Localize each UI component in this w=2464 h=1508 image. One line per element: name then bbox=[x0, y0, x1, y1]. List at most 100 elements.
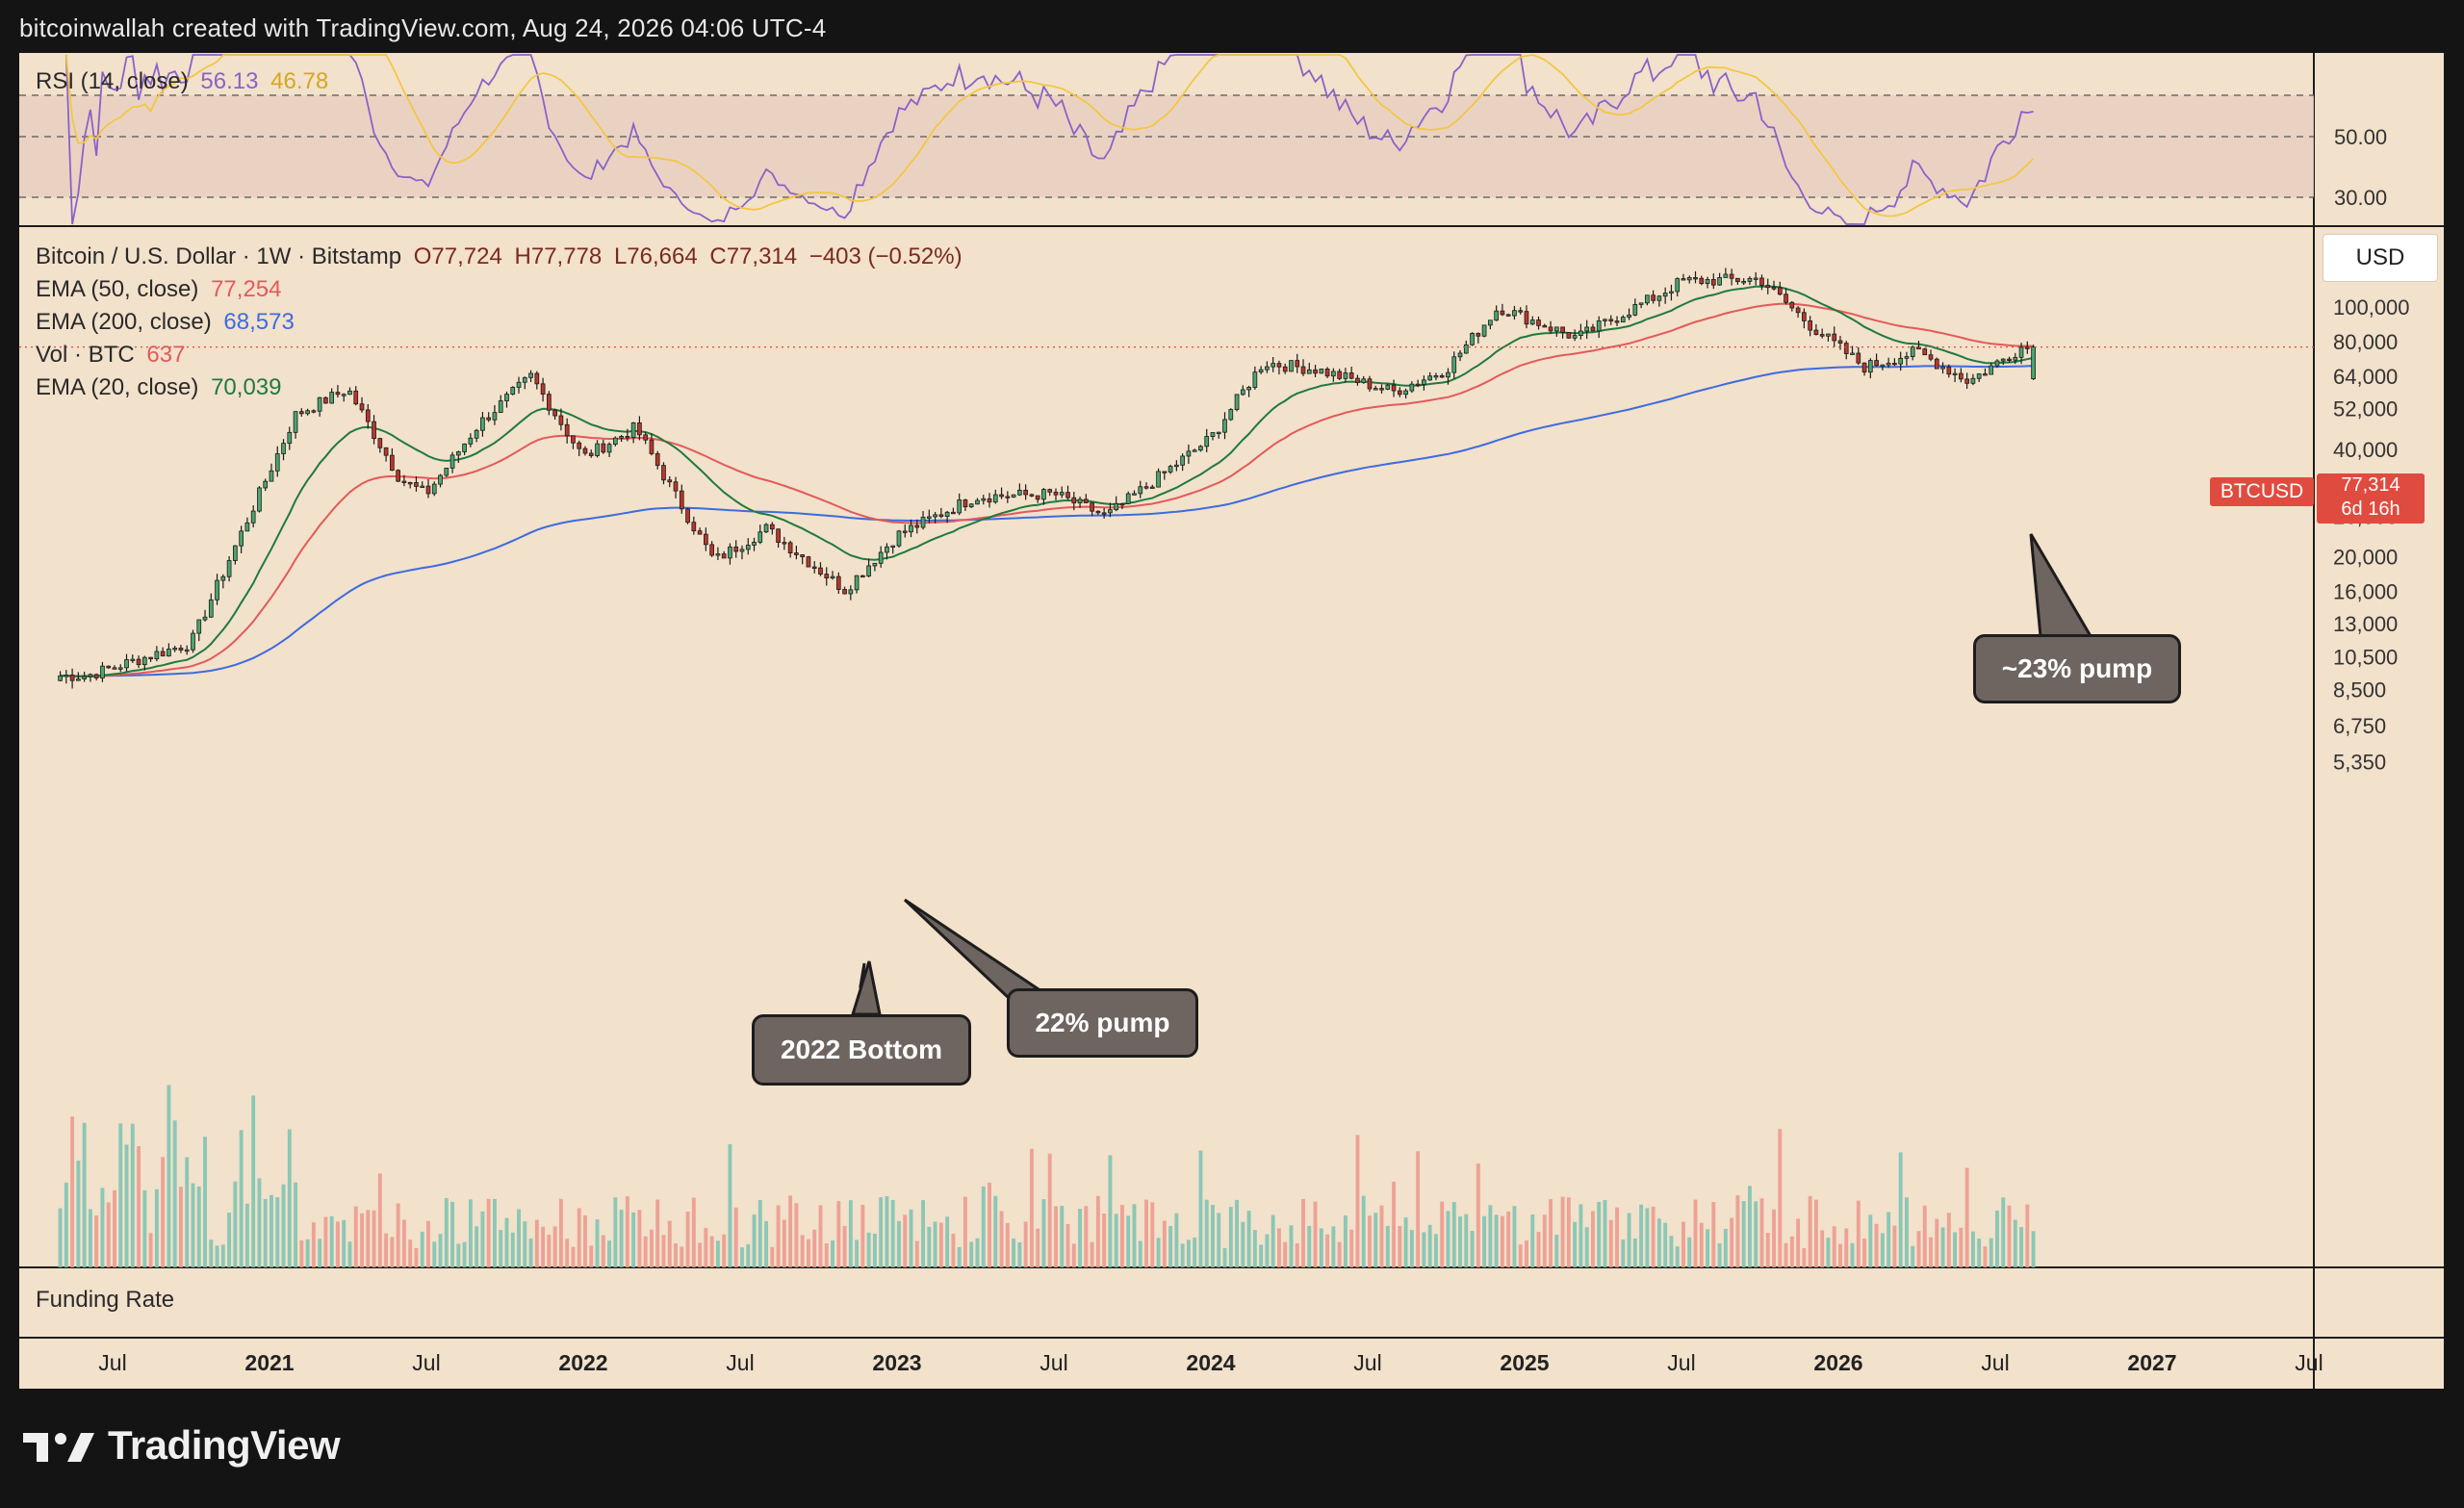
candle-up bbox=[100, 665, 105, 678]
candle-up bbox=[1994, 360, 2000, 367]
volume-bar bbox=[233, 1181, 238, 1267]
volume-bar bbox=[1023, 1221, 1028, 1267]
rsi-ma-line bbox=[64, 54, 2035, 217]
candle-up bbox=[510, 387, 516, 396]
volume-bar bbox=[1723, 1228, 1728, 1267]
candle-up bbox=[88, 674, 93, 677]
tradingview-logo[interactable]: TradingView bbox=[23, 1422, 341, 1469]
volume-bar bbox=[191, 1183, 195, 1267]
candle-up bbox=[431, 483, 437, 495]
volume-bar bbox=[281, 1184, 286, 1267]
candle-up bbox=[866, 565, 871, 577]
volume-bar bbox=[962, 1196, 967, 1267]
candle-up bbox=[58, 675, 63, 681]
candle-down bbox=[1784, 294, 1788, 303]
volume-bar bbox=[347, 1241, 352, 1267]
time-axis-tick: 2026 bbox=[1813, 1350, 1862, 1375]
volume-bar bbox=[1422, 1232, 1426, 1267]
volume-bar bbox=[499, 1230, 503, 1267]
rsi-legend[interactable]: RSI (14, close) 56.13 46.78 bbox=[36, 68, 328, 95]
candle-up bbox=[1632, 303, 1638, 316]
candle-down bbox=[776, 528, 781, 543]
volume-bar bbox=[1645, 1208, 1650, 1267]
volume-bar bbox=[691, 1197, 696, 1267]
candle-up bbox=[1361, 378, 1367, 383]
candle-down bbox=[1524, 311, 1529, 325]
volume-bar bbox=[1379, 1205, 1384, 1267]
candle-up bbox=[992, 494, 998, 503]
candle-up bbox=[1403, 390, 1408, 396]
candle-up bbox=[830, 575, 835, 579]
candle-up bbox=[1433, 375, 1439, 378]
volume-bar bbox=[1217, 1213, 1221, 1267]
volume-bar bbox=[1506, 1211, 1511, 1267]
candle-down bbox=[1005, 496, 1011, 498]
time-axis-tick: Jul bbox=[98, 1350, 126, 1375]
legend-ema50[interactable]: EMA (50, close) 77,254 bbox=[36, 276, 281, 303]
candle-down bbox=[625, 436, 630, 439]
candle-down bbox=[178, 648, 184, 651]
volume-bar bbox=[1929, 1237, 1933, 1267]
candle-down bbox=[377, 438, 383, 448]
candle-up bbox=[909, 524, 913, 533]
candle-up bbox=[1132, 493, 1137, 496]
candle-down bbox=[1047, 489, 1053, 493]
volume-bar bbox=[1180, 1243, 1185, 1267]
legend-ema20[interactable]: EMA (20, close) 70,039 bbox=[36, 374, 281, 401]
candle-up bbox=[1620, 317, 1626, 322]
volume-bar bbox=[480, 1211, 485, 1267]
candle-up bbox=[480, 417, 485, 431]
price-axis-tick: 40,000 bbox=[2333, 438, 2398, 462]
volume-bar bbox=[1090, 1241, 1094, 1267]
volume-bar bbox=[1796, 1218, 1801, 1267]
candle-down bbox=[372, 421, 376, 440]
volume-bar bbox=[674, 1243, 678, 1267]
volume-bar bbox=[1886, 1212, 1891, 1267]
volume-bar bbox=[914, 1240, 919, 1267]
candle-up bbox=[1705, 279, 1710, 285]
volume-bar bbox=[1730, 1217, 1734, 1267]
legend-volume[interactable]: Vol · BTC 637 bbox=[36, 342, 185, 369]
candle-down bbox=[1614, 320, 1620, 323]
volume-bar bbox=[185, 1157, 190, 1267]
candle-down bbox=[733, 546, 739, 552]
candle-down bbox=[1916, 346, 1921, 350]
candle-up bbox=[1234, 394, 1240, 410]
time-axis-tick: 2024 bbox=[1186, 1350, 1235, 1375]
candle-down bbox=[1083, 498, 1089, 503]
candle-up bbox=[1409, 383, 1415, 392]
volume-bar bbox=[396, 1203, 400, 1267]
time-axis-tick: Jul bbox=[2295, 1350, 2323, 1375]
volume-bar bbox=[1054, 1206, 1058, 1267]
candle-down bbox=[1313, 369, 1318, 374]
volume-bar bbox=[270, 1194, 273, 1267]
volume-bar bbox=[1108, 1155, 1113, 1267]
chart-frame[interactable]: 50.0030.00130,000100,00080,00064,00052,0… bbox=[19, 53, 2444, 1389]
ohlc-low: L76,664 bbox=[613, 243, 698, 269]
candle-down bbox=[311, 410, 317, 413]
volume-bar bbox=[577, 1208, 581, 1267]
volume-bar bbox=[137, 1146, 141, 1267]
legend-ema200[interactable]: EMA (200, close) 68,573 bbox=[36, 309, 295, 336]
volume-bar bbox=[2001, 1197, 2006, 1267]
symbol-label: Bitcoin / U.S. Dollar · 1W · Bitstamp bbox=[36, 243, 402, 269]
volume-bar bbox=[1735, 1195, 1740, 1267]
volume-bar bbox=[88, 1209, 92, 1267]
candle-up bbox=[474, 429, 479, 439]
volume-bar bbox=[1856, 1200, 1861, 1267]
candle-down bbox=[1029, 494, 1035, 497]
volume-bar bbox=[1036, 1228, 1040, 1267]
volume-bar bbox=[1772, 1209, 1776, 1267]
currency-button[interactable]: USD bbox=[2323, 234, 2438, 282]
chart-canvas[interactable]: 50.0030.00130,000100,00080,00064,00052,0… bbox=[19, 53, 2444, 1389]
candle-up bbox=[82, 676, 87, 679]
candle-down bbox=[1729, 273, 1734, 279]
volume-bar bbox=[1608, 1219, 1613, 1267]
volume-bar bbox=[1186, 1240, 1191, 1267]
candle-up bbox=[1940, 366, 1945, 370]
candle-down bbox=[1590, 326, 1596, 332]
volume-bar bbox=[709, 1236, 714, 1267]
header-credit: bitcoinwallah created with TradingView.c… bbox=[19, 13, 827, 42]
price-axis-tick: 8,500 bbox=[2333, 678, 2386, 703]
volume-bar bbox=[287, 1129, 292, 1267]
